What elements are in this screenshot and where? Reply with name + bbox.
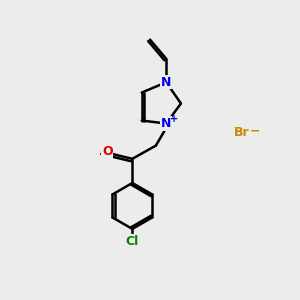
Text: N: N xyxy=(161,117,171,130)
Text: −: − xyxy=(250,124,261,137)
Text: Cl: Cl xyxy=(126,235,139,248)
Text: O: O xyxy=(102,145,112,158)
Text: +: + xyxy=(170,114,178,124)
Text: N: N xyxy=(161,76,171,89)
Text: Br: Br xyxy=(234,126,250,139)
